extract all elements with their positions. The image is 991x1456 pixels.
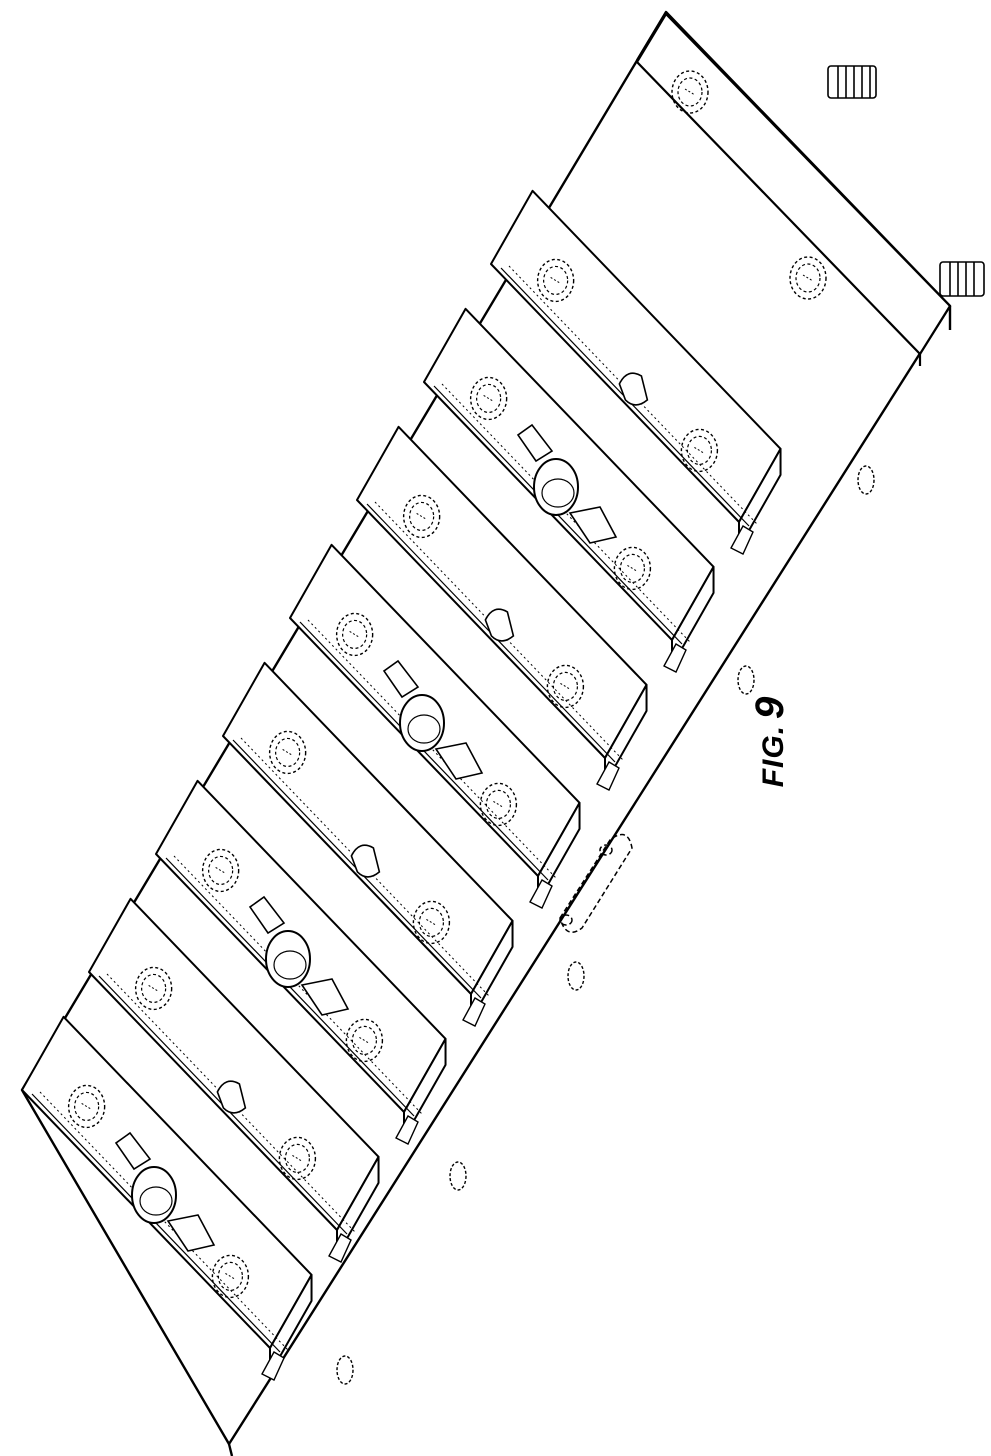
stud-lower <box>940 262 984 296</box>
stud-upper <box>828 66 876 98</box>
figure-prefix: FIG. <box>757 725 790 787</box>
figure-label: FIG. 9 <box>750 697 790 788</box>
figure-number: 9 <box>748 697 792 719</box>
